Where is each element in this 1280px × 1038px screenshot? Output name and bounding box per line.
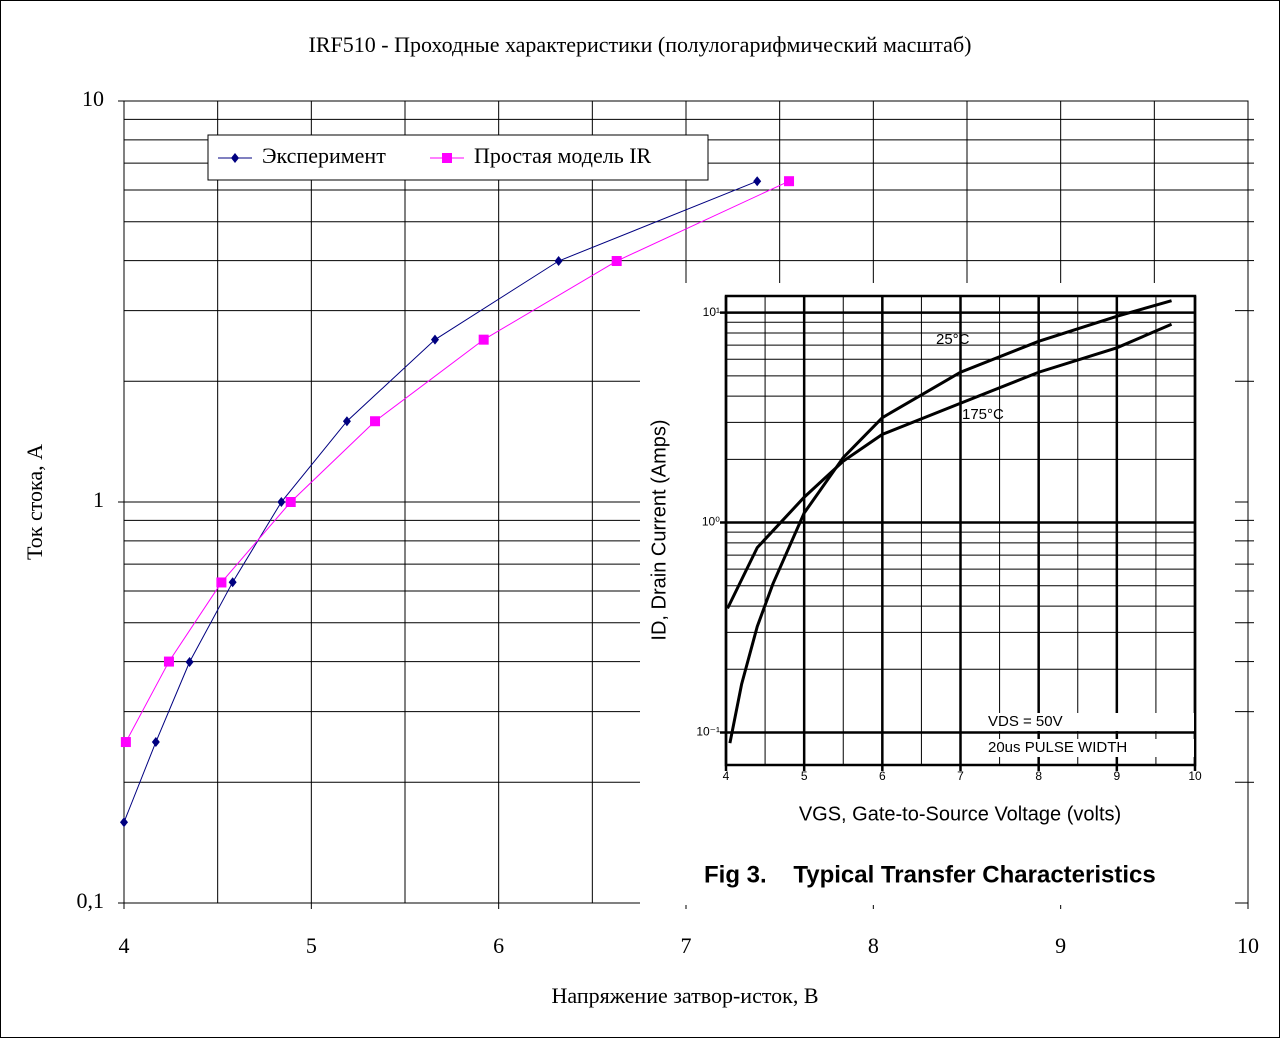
marker xyxy=(285,497,296,507)
legend-label: Простая модель IR xyxy=(474,143,652,168)
x-tick-label: 7 xyxy=(957,769,964,783)
x-tick-label: 10 xyxy=(1237,933,1259,958)
marker xyxy=(163,656,174,667)
series-line xyxy=(125,180,790,743)
marker xyxy=(185,657,194,668)
annotation-bg xyxy=(984,739,1194,757)
x-tick-label: 9 xyxy=(1113,769,1120,783)
x-tick-label: 6 xyxy=(879,769,886,783)
annotation: 20us PULSE WIDTH xyxy=(988,739,1127,756)
y-tick-label: 1 xyxy=(93,487,104,512)
x-tick-label: 5 xyxy=(801,769,808,783)
marker xyxy=(151,737,160,748)
annotation: 175°C xyxy=(962,406,1004,423)
chart-title: IRF510 - Проходные характеристики (полул… xyxy=(309,32,972,57)
y-axis-label: Ток стока, А xyxy=(22,444,47,560)
x-tick-label: 9 xyxy=(1055,933,1066,958)
marker xyxy=(216,577,227,588)
y-tick-label: 10⁰ xyxy=(702,515,720,529)
x-tick-label: 8 xyxy=(1035,769,1042,783)
marker xyxy=(554,256,563,267)
y-tick-label: 10¹ xyxy=(703,305,720,319)
y-tick-label: 0,1 xyxy=(77,888,105,913)
annotation: VDS = 50V xyxy=(988,713,1063,730)
x-tick-label: 7 xyxy=(681,933,692,958)
y-tick-label: 10 xyxy=(82,86,104,111)
marker xyxy=(228,577,237,588)
annotation-bg xyxy=(984,713,1194,731)
y-axis-label: ID, Drain Current (Amps) xyxy=(648,419,670,640)
x-tick-label: 4 xyxy=(119,933,130,958)
marker xyxy=(478,334,489,345)
legend-marker xyxy=(442,153,452,163)
marker xyxy=(784,176,795,187)
legend-marker xyxy=(231,153,239,163)
marker xyxy=(342,416,351,427)
marker xyxy=(753,176,762,187)
marker xyxy=(370,416,381,427)
marker xyxy=(120,737,131,748)
marker xyxy=(611,256,622,267)
x-axis-label: Напряжение затвор-исток, В xyxy=(551,983,818,1008)
x-tick-label: 5 xyxy=(306,933,317,958)
plot-frame xyxy=(724,294,1197,767)
x-tick-label: 4 xyxy=(723,769,730,783)
marker xyxy=(430,334,439,345)
x-axis-label: VGS, Gate-to-Source Voltage (volts) xyxy=(799,803,1121,825)
x-tick-label: 10 xyxy=(1188,769,1202,783)
series-line xyxy=(728,299,1172,744)
y-tick-label: 10⁻¹ xyxy=(696,725,720,739)
x-tick-label: 6 xyxy=(493,933,504,958)
x-tick-label: 8 xyxy=(868,933,879,958)
marker xyxy=(277,497,286,507)
annotation: 25°C xyxy=(936,331,970,348)
marker xyxy=(120,817,128,828)
series-line xyxy=(726,322,1173,610)
legend-label: Эксперимент xyxy=(262,143,386,168)
chart-title: Fig 3. Typical Transfer Characteristics xyxy=(704,861,1156,888)
